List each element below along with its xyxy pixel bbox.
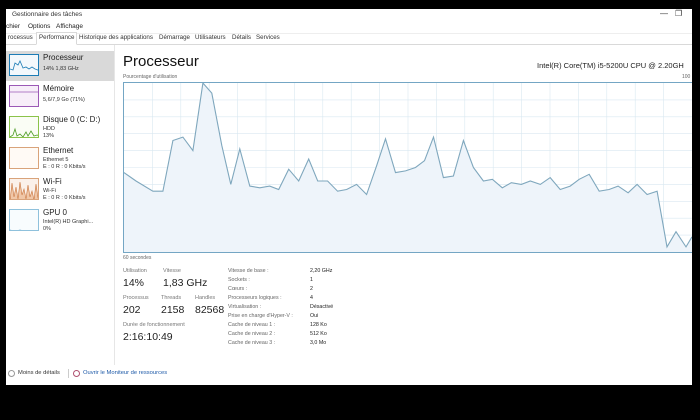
- disk-thumbnail: [9, 116, 39, 138]
- tab-app-history[interactable]: Historique des applications: [79, 34, 153, 41]
- title-bar: Gestionnaire des tâches — ❐: [6, 9, 692, 21]
- sidebar-item-detail: E : 0 R : 0 Kbits/s: [43, 195, 86, 201]
- spec-l1-value: 128 Ko: [310, 322, 327, 328]
- menu-bar: chier Options Affichage: [6, 21, 692, 34]
- chevron-up-icon[interactable]: [8, 370, 15, 377]
- sidebar-item-detail: 13%: [43, 133, 55, 139]
- sidebar-item-name: GPU 0: [43, 208, 68, 217]
- processus-value: 202: [123, 304, 141, 316]
- sidebar-item-detail: 5,6/7,9 Go (71%): [43, 97, 85, 103]
- sidebar-item-name: Wi-Fi: [43, 177, 62, 186]
- utilisation-value: 14%: [123, 277, 145, 289]
- window-title: Gestionnaire des tâches: [12, 11, 83, 18]
- uptime-value: 2:16:10:49: [123, 331, 173, 343]
- spec-hyperv-value: Oui: [310, 313, 319, 319]
- cpu-usage-graph: [123, 81, 692, 253]
- sidebar-item-disque[interactable]: Disque 0 (C: D:) HDD 13%: [6, 113, 114, 143]
- page-title: Processeur: [123, 53, 199, 70]
- gpu-thumbnail: [9, 209, 39, 231]
- tab-startup[interactable]: Démarrage: [159, 34, 190, 41]
- processus-label: Processus: [123, 295, 149, 301]
- resource-sidebar: Processeur 14% 1,83 GHz Mémoire 5,6/7,9 …: [6, 45, 115, 365]
- cpu-usage-chart: [123, 81, 692, 252]
- sidebar-item-name: Disque 0 (C: D:): [43, 115, 101, 124]
- graph-time-label: 60 secondes: [123, 255, 152, 261]
- ethernet-thumbnail: [9, 147, 39, 169]
- restore-button[interactable]: ❐: [675, 9, 683, 18]
- memory-thumbnail: [9, 85, 39, 107]
- sidebar-item-detail: E : 0 R : 0 Kbits/s: [43, 164, 86, 170]
- spec-hyperv-key: Prise en charge d'Hyper-V :: [228, 313, 293, 319]
- sidebar-item-name: Mémoire: [43, 84, 75, 93]
- sidebar-item-ethernet[interactable]: Ethernet Ethernet 5 E : 0 R : 0 Kbits/s: [6, 144, 114, 174]
- spec-base-speed-key: Vitesse de base :: [228, 268, 269, 274]
- spec-logical-key: Processeurs logiques :: [228, 295, 282, 301]
- spec-virtualization-value: Désactivé: [310, 304, 334, 310]
- sidebar-item-name: Ethernet: [43, 146, 74, 155]
- vitesse-value: 1,83 GHz: [163, 277, 208, 289]
- tab-processus[interactable]: rocessus: [8, 34, 33, 41]
- sidebar-item-detail: 14% 1,83 GHz: [43, 66, 79, 72]
- sidebar-item-adapter: Ethernet 5: [43, 157, 69, 163]
- handles-label: Handles: [195, 295, 216, 301]
- sidebar-item-adapter: Wi-Fi: [43, 188, 56, 194]
- cpu-thumbnail: [9, 54, 39, 76]
- vitesse-label: Vitesse: [163, 268, 181, 274]
- sidebar-item-gpu[interactable]: GPU 0 Intel(R) HD Graphi... 0%: [6, 206, 114, 236]
- spec-l3-key: Cache de niveau 3 :: [228, 340, 276, 346]
- minimize-button[interactable]: —: [660, 9, 668, 18]
- footer-bar: Moins de détails Ouvrir le Moniteur de r…: [6, 367, 692, 381]
- threads-value: 2158: [161, 304, 185, 316]
- spec-cores-key: Cœurs :: [228, 286, 248, 292]
- less-details-link[interactable]: Moins de détails: [18, 370, 60, 376]
- menu-options[interactable]: Options: [28, 23, 51, 30]
- tab-users[interactable]: Utilisateurs: [195, 34, 226, 41]
- spec-sockets-key: Sockets :: [228, 277, 250, 283]
- sidebar-item-name: Processeur: [43, 53, 84, 62]
- tab-details[interactable]: Détails: [232, 34, 251, 41]
- open-resource-monitor-link[interactable]: Ouvrir le Moniteur de ressources: [83, 370, 168, 376]
- tab-performance[interactable]: Performance: [36, 32, 78, 45]
- sidebar-item-wifi[interactable]: Wi-Fi Wi-Fi E : 0 R : 0 Kbits/s: [6, 175, 114, 205]
- sidebar-item-adapter: Intel(R) HD Graphi...: [43, 219, 94, 225]
- spec-sockets-value: 1: [310, 277, 313, 283]
- handles-value: 82568: [195, 304, 225, 316]
- sidebar-item-detail: 0%: [43, 226, 51, 232]
- task-manager-window: Gestionnaire des tâches — ❐ chier Option…: [6, 9, 692, 385]
- uptime-label: Durée de fonctionnement: [123, 322, 185, 328]
- graph-label: Pourcentage d'utilisation: [123, 74, 178, 80]
- spec-l3-value: 3,0 Mo: [310, 340, 327, 346]
- utilisation-label: Utilisation: [123, 268, 147, 274]
- graph-max-label: 100: [682, 74, 691, 80]
- spec-l1-key: Cache de niveau 1 :: [228, 322, 276, 328]
- sidebar-item-type: HDD: [43, 126, 55, 132]
- spec-logical-value: 4: [310, 295, 313, 301]
- footer-divider: [68, 369, 69, 378]
- wifi-thumbnail: [9, 178, 39, 200]
- spec-l2-key: Cache de niveau 2 :: [228, 331, 276, 337]
- menu-fichier[interactable]: chier: [6, 23, 21, 30]
- spec-base-speed-value: 2,20 GHz: [310, 268, 333, 274]
- spec-l2-value: 512 Ko: [310, 331, 327, 337]
- menu-affichage[interactable]: Affichage: [56, 23, 83, 30]
- tab-bar: rocessus Performance Historique des appl…: [6, 32, 692, 45]
- sidebar-item-processeur[interactable]: Processeur 14% 1,83 GHz: [6, 51, 114, 81]
- resource-monitor-icon: [73, 370, 80, 377]
- spec-virtualization-key: Virtualisation :: [228, 304, 262, 310]
- cpu-model: Intel(R) Core(TM) i5-5200U CPU @ 2.20GH: [537, 61, 684, 70]
- sidebar-item-memoire[interactable]: Mémoire 5,6/7,9 Go (71%): [6, 82, 114, 112]
- spec-cores-value: 2: [310, 286, 313, 292]
- threads-label: Threads: [161, 295, 182, 301]
- tab-services[interactable]: Services: [256, 34, 280, 41]
